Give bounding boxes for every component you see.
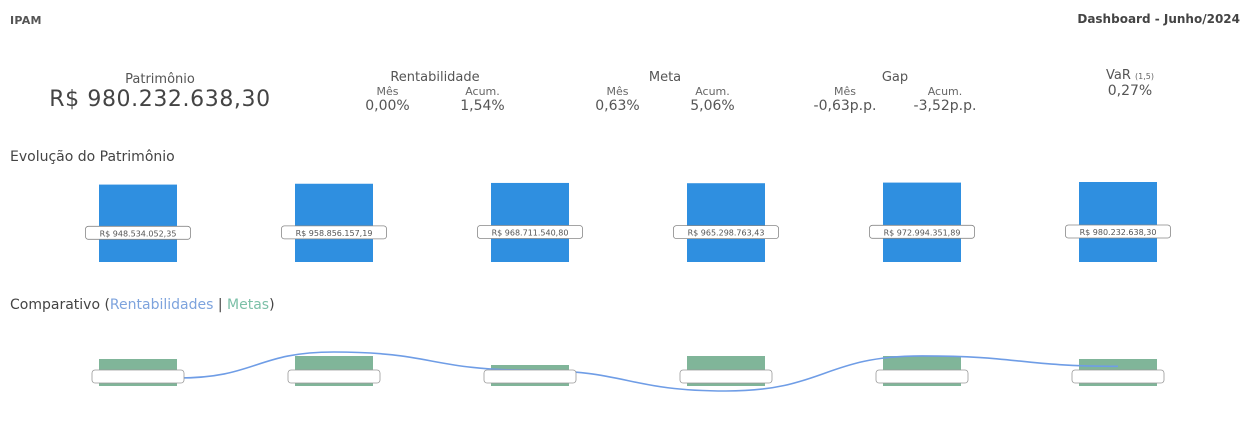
legend-separator: | xyxy=(213,297,228,313)
kpi-rentabilidade-acum-label: Acum. xyxy=(465,85,500,98)
comparativo-data-label-box xyxy=(1071,369,1165,384)
kpi-gap-mes: -0,63p.p. xyxy=(813,98,877,114)
evolucao-data-label-box xyxy=(673,225,780,240)
kpi-patrimonio-label: Patrimônio xyxy=(125,72,195,87)
evolucao-bar[interactable] xyxy=(883,182,961,262)
evolucao-data-label: R$ 972.994.351,89 xyxy=(884,228,961,237)
legend-metas[interactable]: Metas xyxy=(227,297,270,313)
kpi-patrimonio-value: R$ 980.232.638,30 xyxy=(49,87,271,112)
evolucao-data-label-box xyxy=(280,225,387,240)
kpi-meta-mes: 0,63% xyxy=(595,98,640,114)
evolucao-data-label-box xyxy=(85,225,191,240)
kpi-gap-acum: -3,52p.p. xyxy=(913,98,977,114)
evolucao-data-label: R$ 968.711.540,80 xyxy=(492,228,569,237)
evolucao-data-label: R$ 958.856.157,19 xyxy=(296,229,373,238)
comparativo-chart xyxy=(91,351,1165,392)
kpi-gap-label: Gap xyxy=(881,70,909,85)
evolucao-bar[interactable] xyxy=(99,184,177,262)
evolucao-bar[interactable] xyxy=(1079,182,1157,262)
kpi-meta: Meta Mês 0,63% Acum. 5,06% xyxy=(570,70,760,114)
kpi-gap: Gap Mês -0,63p.p. Acum. -3,52p.p. xyxy=(795,70,995,114)
kpi-rentabilidade-label: Rentabilidade xyxy=(390,70,480,85)
kpi-meta-mes-label: Mês xyxy=(606,85,629,98)
evolucao-bar[interactable] xyxy=(491,182,569,262)
comparativo-title: Comparativo (Rentabilidades | Metas) xyxy=(10,297,275,313)
comparativo-data-label-box xyxy=(483,369,577,384)
kpi-var-label: VaR xyxy=(1106,68,1131,83)
comparativo-data-label-box xyxy=(679,369,773,384)
comparativo-data-label-box xyxy=(91,369,185,384)
kpi-meta-label: Meta xyxy=(648,70,682,85)
kpi-meta-acum-label: Acum. xyxy=(695,85,730,98)
evolucao-data-label-box xyxy=(476,225,583,239)
evolucao-bar[interactable] xyxy=(295,183,373,262)
kpi-meta-acum: 5,06% xyxy=(690,98,735,114)
kpi-patrimonio: Patrimônio R$ 980.232.638,30 xyxy=(40,72,280,112)
evolucao-data-label: R$ 948.534.052,35 xyxy=(100,229,177,238)
evolucao-data-label: R$ 980.232.638,30 xyxy=(1080,228,1157,237)
evolucao-data-label-box xyxy=(1065,224,1172,239)
legend-rentabilidades[interactable]: Rentabilidades xyxy=(109,297,214,313)
kpi-gap-mes-label: Mês xyxy=(834,85,856,98)
comparativo-prefix: Comparativo ( xyxy=(10,297,110,313)
evolucao-data-label-box xyxy=(869,224,976,239)
comparativo-data-label-box xyxy=(287,369,381,384)
comparativo-data-label-box xyxy=(875,369,969,384)
kpi-rentabilidade-mes-label: Mês xyxy=(376,85,399,98)
evolucao-chart: R$ 948.534.052,35 R$ 958.856.157,19 R$ 968… xyxy=(85,182,1172,262)
kpi-var-sub: (1,5) xyxy=(1135,72,1154,81)
evolucao-bar[interactable] xyxy=(687,183,765,262)
dashboard-title: Dashboard - Junho/2024 xyxy=(1077,12,1240,26)
kpi-rentabilidade-acum: 1,54% xyxy=(460,98,505,114)
rentabilidades-line[interactable] xyxy=(177,351,1119,392)
kpi-rentabilidade-mes: 0,00% xyxy=(365,98,410,114)
kpi-rentabilidade: Rentabilidade Mês 0,00% Acum. 1,54% xyxy=(340,70,530,114)
evolucao-data-label: R$ 965.298.763,43 xyxy=(688,229,765,238)
comparativo-suffix: ) xyxy=(269,297,275,313)
org-name: IPAM xyxy=(10,14,42,27)
kpi-var: VaR (1,5) 0,27% xyxy=(1075,68,1185,99)
evolucao-title: Evolução do Patrimônio xyxy=(10,149,175,165)
kpi-var-value: 0,27% xyxy=(1107,83,1153,99)
kpi-gap-acum-label: Acum. xyxy=(927,85,963,98)
kpi-var-label-row: VaR (1,5) xyxy=(1075,68,1185,83)
